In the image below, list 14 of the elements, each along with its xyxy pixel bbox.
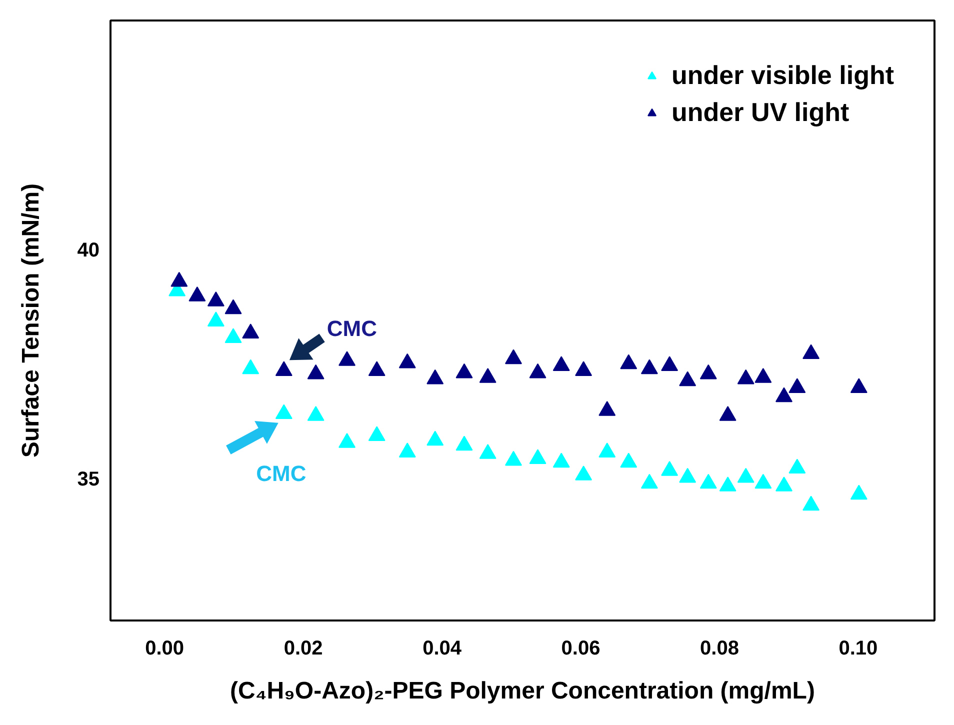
x-tick-label: 0.02 <box>284 638 323 660</box>
y-tick-label: 35 <box>77 468 100 491</box>
x-tick-label: 0.08 <box>700 638 739 660</box>
legend-label: under visible light <box>672 60 894 91</box>
annotation: CMC <box>326 316 378 341</box>
y-tick-label: 40 <box>77 240 100 262</box>
x-tick-label: 0.00 <box>145 638 184 660</box>
legend-label: under UV light <box>672 97 850 128</box>
x-tick-label: 0.10 <box>838 638 878 660</box>
x-axis-title: (C₄H₉O-Azo)₂-PEG Polymer Concentration (mg/mL) <box>230 678 815 704</box>
x-tick-label: 0.06 <box>561 638 600 660</box>
annotation: CMC <box>256 460 306 486</box>
y-axis-title: Surface Tension (mN/m) <box>17 183 44 458</box>
x-tick-label: 0.04 <box>422 638 462 660</box>
